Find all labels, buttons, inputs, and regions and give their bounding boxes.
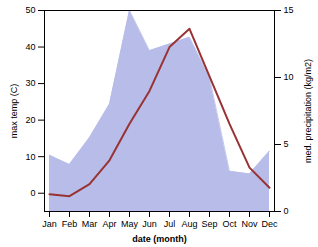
svg-text:15: 15 [284, 5, 294, 15]
svg-text:40: 40 [25, 42, 35, 52]
svg-text:0: 0 [284, 206, 289, 216]
svg-text:10: 10 [25, 152, 35, 162]
svg-text:med. precipitation (kg/m2): med. precipitation (kg/m2) [303, 59, 313, 163]
svg-text:Dec: Dec [261, 219, 278, 229]
svg-text:Oct: Oct [222, 219, 237, 229]
svg-text:Sep: Sep [201, 219, 217, 229]
svg-text:May: May [121, 219, 139, 229]
svg-text:0: 0 [30, 188, 35, 198]
svg-text:5: 5 [284, 139, 289, 149]
svg-text:20: 20 [25, 115, 35, 125]
svg-text:Nov: Nov [241, 219, 258, 229]
svg-text:date (month): date (month) [132, 234, 187, 244]
svg-text:Mar: Mar [82, 219, 98, 229]
svg-text:Jun: Jun [142, 219, 157, 229]
svg-text:30: 30 [25, 78, 35, 88]
svg-text:max temp (C): max temp (C) [9, 84, 19, 139]
svg-text:50: 50 [25, 5, 35, 15]
svg-text:Apr: Apr [102, 219, 116, 229]
svg-text:Feb: Feb [62, 219, 78, 229]
svg-text:Jul: Jul [164, 219, 176, 229]
svg-text:Aug: Aug [181, 219, 197, 229]
svg-text:10: 10 [284, 72, 294, 82]
svg-text:Jan: Jan [42, 219, 57, 229]
